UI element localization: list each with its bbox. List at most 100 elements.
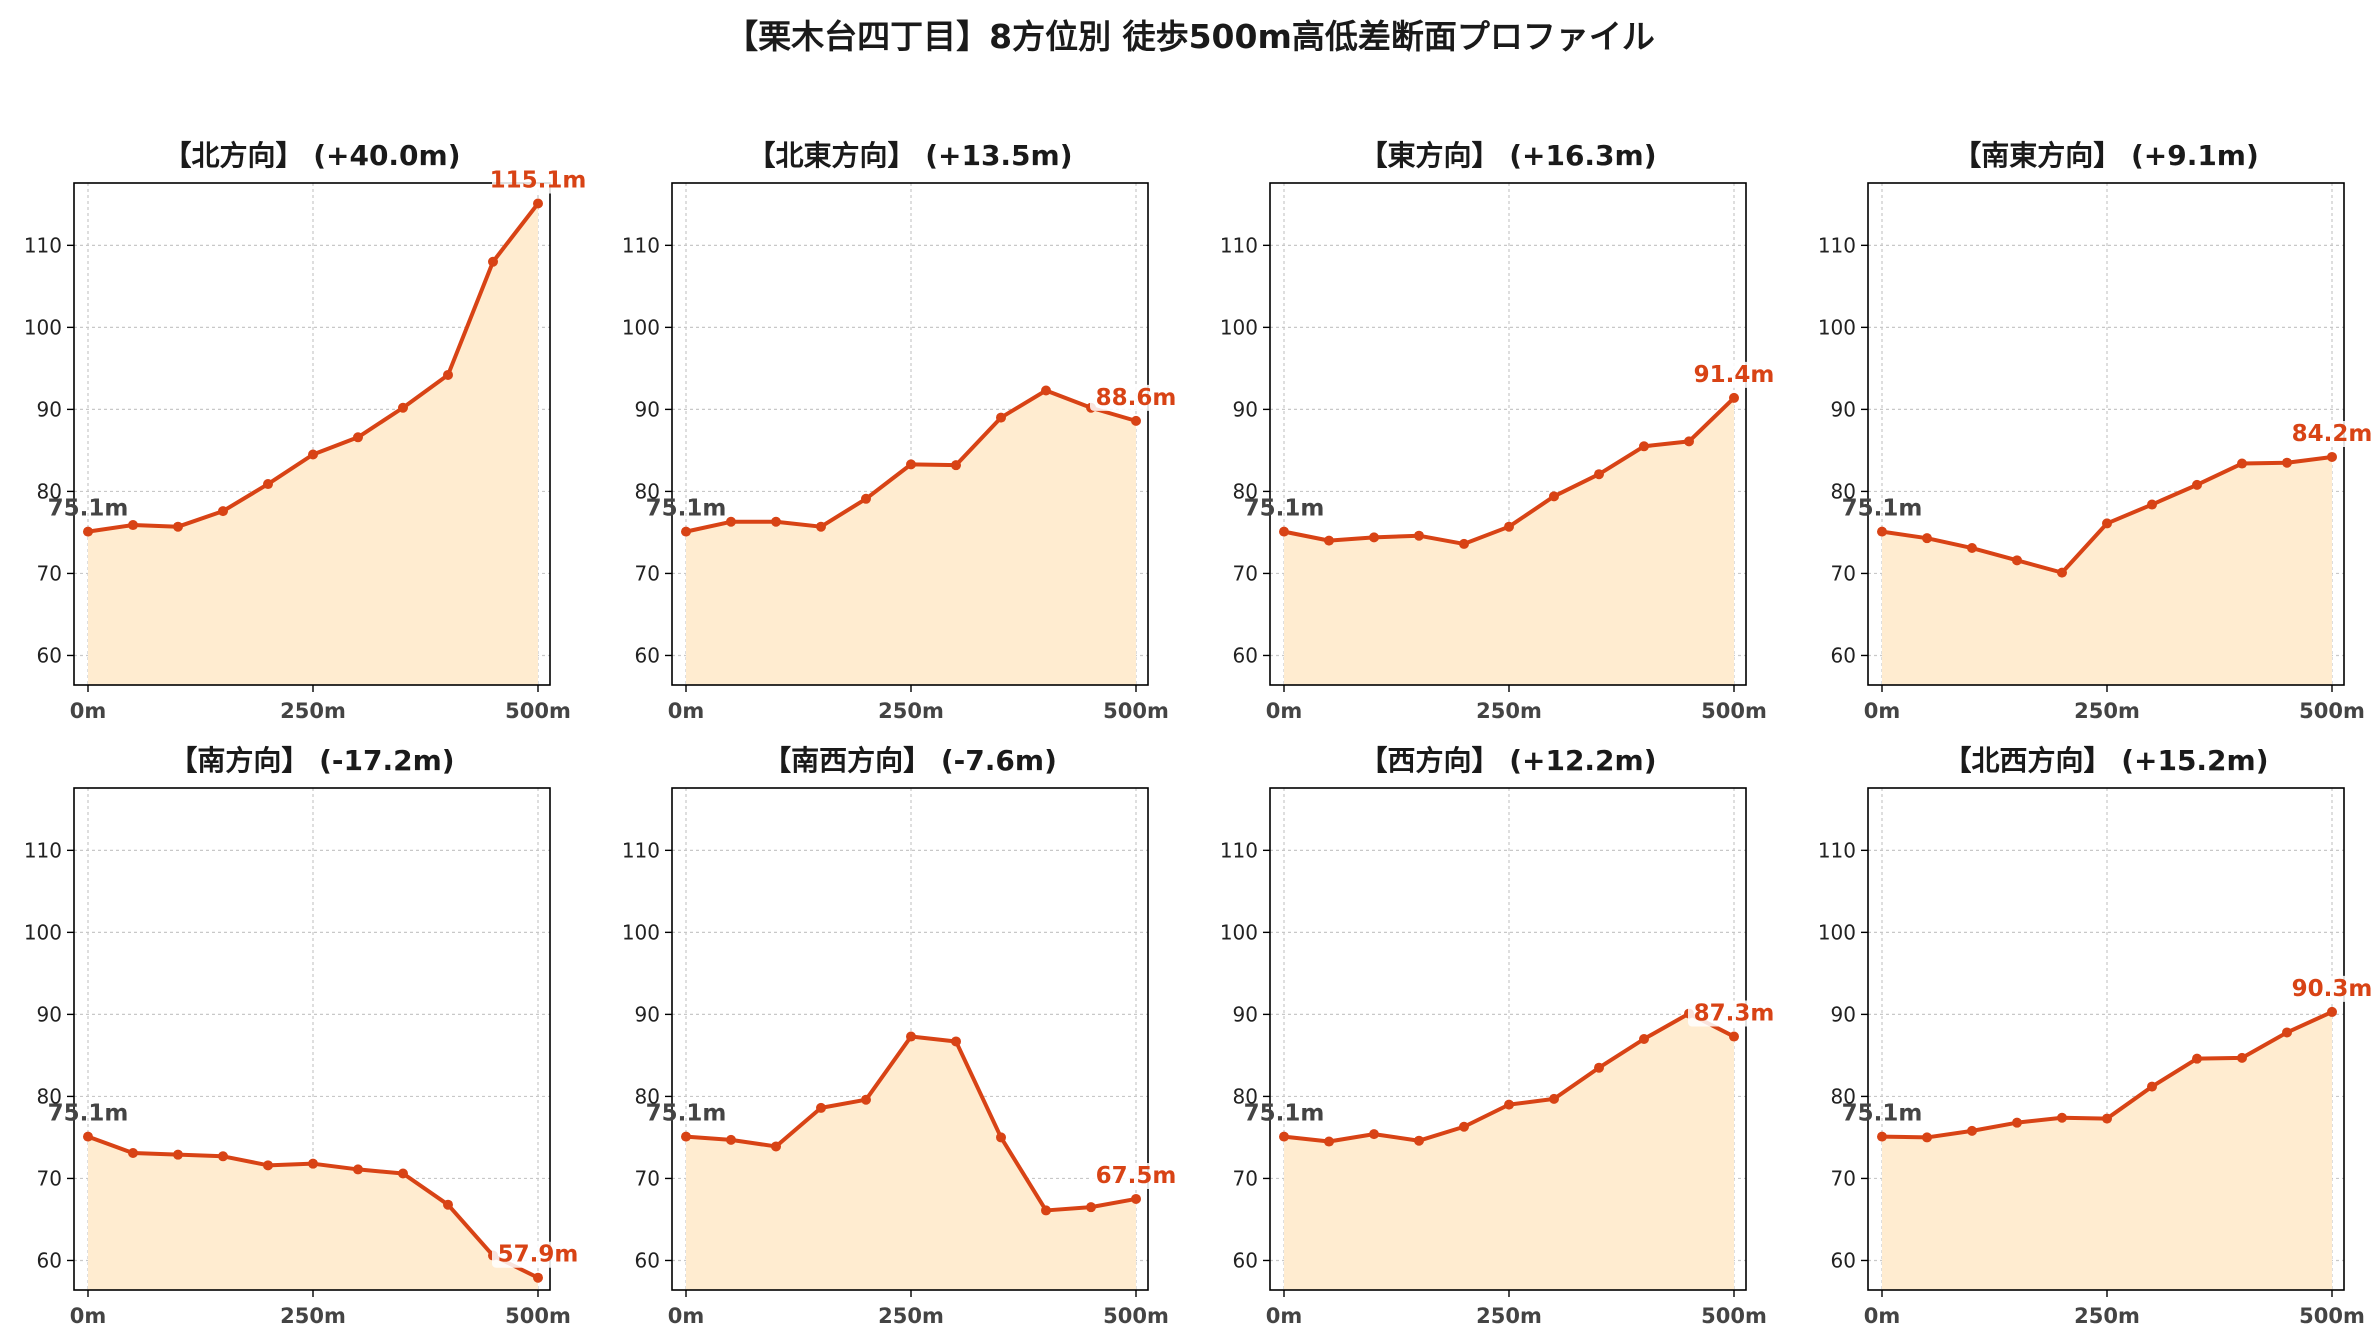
data-point xyxy=(263,479,273,490)
x-tick-label: 500m xyxy=(1103,699,1169,723)
start-value-label: 75.1m xyxy=(1842,496,1923,522)
x-tick-label: 250m xyxy=(280,699,346,723)
data-point xyxy=(1549,491,1559,502)
panel-title: 【南西方向】 (-7.6m) xyxy=(763,744,1057,777)
y-tick-label: 60 xyxy=(1233,643,1258,667)
end-label-background xyxy=(1688,361,1780,388)
panel-title: 【北東方向】 (+13.5m) xyxy=(747,139,1072,172)
y-tick-label: 70 xyxy=(1831,1166,1856,1190)
area-fill xyxy=(686,390,1136,685)
y-tick-label: 80 xyxy=(1233,1084,1258,1108)
data-point xyxy=(1877,1131,1887,1142)
data-point xyxy=(308,449,318,460)
data-point xyxy=(1684,436,1694,447)
data-point xyxy=(2237,1052,2247,1063)
x-tick-label: 250m xyxy=(280,1304,346,1328)
data-point xyxy=(2057,567,2067,578)
data-point xyxy=(1729,392,1739,403)
y-tick-label: 110 xyxy=(622,838,660,862)
data-point xyxy=(951,1036,961,1047)
end-value-label: 87.3m xyxy=(1694,1001,1775,1027)
y-tick-label: 80 xyxy=(635,479,660,503)
y-tick-label: 90 xyxy=(1831,397,1856,421)
panel-5: 60 70 80 90 100 110 0m 250m 500m 【南方向】 (-17.2m) 75… xyxy=(24,744,584,1328)
data-point xyxy=(2102,1113,2112,1124)
data-point xyxy=(398,402,408,413)
y-tick-label: 80 xyxy=(1233,479,1258,503)
data-point xyxy=(951,460,961,471)
data-point xyxy=(2327,451,2337,462)
end-label-background xyxy=(2286,420,2378,447)
panel-2: 60 70 80 90 100 110 0m 250m 500m 【北東方向】 (+13.5m) 7… xyxy=(622,139,1182,723)
data-point xyxy=(128,1148,138,1159)
data-point xyxy=(1369,532,1379,543)
start-value-label: 75.1m xyxy=(1244,496,1325,522)
x-tick-label: 0m xyxy=(70,699,107,723)
data-point xyxy=(1279,526,1289,537)
panel-1: 60 70 80 90 100 110 0m 250m 500m 【北方向】 (+40.0m) 75… xyxy=(24,139,587,723)
end-value-label: 91.4m xyxy=(1694,362,1775,388)
y-tick-label: 90 xyxy=(1233,1002,1258,1026)
start-value-label: 75.1m xyxy=(646,496,727,522)
data-point xyxy=(681,1131,691,1142)
data-point xyxy=(443,369,453,380)
y-tick-label: 70 xyxy=(1233,561,1258,585)
data-point xyxy=(353,432,363,443)
end-label-background xyxy=(492,167,584,194)
panel-title: 【南方向】 (-17.2m) xyxy=(169,744,454,777)
data-point xyxy=(83,526,93,537)
end-label-background xyxy=(492,1241,584,1268)
y-tick-label: 70 xyxy=(635,1166,660,1190)
y-tick-label: 70 xyxy=(1233,1166,1258,1190)
axes-frame xyxy=(671,787,1149,1291)
data-point xyxy=(1967,1125,1977,1136)
end-value-label: 88.6m xyxy=(1096,385,1177,411)
figure-title: 【栗木台四丁目】8方位別 徒歩500m高低差断面プロファイル xyxy=(725,17,1655,56)
y-tick-label: 100 xyxy=(24,315,62,339)
data-point xyxy=(1967,543,1977,554)
data-point xyxy=(1414,530,1424,541)
y-tick-label: 80 xyxy=(635,1084,660,1108)
data-point xyxy=(1549,1093,1559,1104)
x-tick-label: 0m xyxy=(1266,1304,1303,1328)
x-tick-label: 500m xyxy=(1701,699,1767,723)
panel-title: 【東方向】 (+16.3m) xyxy=(1359,139,1656,172)
data-point xyxy=(2102,518,2112,529)
y-tick-label: 60 xyxy=(37,643,62,667)
x-tick-label: 500m xyxy=(1701,1304,1767,1328)
data-point xyxy=(1041,1205,1051,1216)
start-value-label: 75.1m xyxy=(646,1101,727,1127)
data-point xyxy=(816,521,826,532)
x-tick-label: 500m xyxy=(2299,1304,2365,1328)
end-value-label: 115.1m xyxy=(490,168,587,194)
data-point xyxy=(353,1164,363,1175)
data-point xyxy=(1414,1135,1424,1146)
y-tick-label: 110 xyxy=(1818,838,1856,862)
data-point xyxy=(2192,479,2202,490)
panel-title: 【南東方向】 (+9.1m) xyxy=(1953,139,2259,172)
data-point xyxy=(1922,1132,1932,1143)
x-tick-label: 250m xyxy=(2074,699,2140,723)
data-point xyxy=(2327,1006,2337,1017)
y-tick-label: 100 xyxy=(1220,920,1258,944)
axes-frame xyxy=(1269,182,1747,686)
panel-6: 60 70 80 90 100 110 0m 250m 500m 【南西方向】 (-7.6m) 75… xyxy=(622,744,1182,1328)
area-fill xyxy=(1882,1011,2332,1290)
y-tick-label: 90 xyxy=(635,397,660,421)
data-point xyxy=(1041,385,1051,396)
data-point xyxy=(1459,538,1469,549)
data-point xyxy=(308,1158,318,1169)
data-point xyxy=(1086,1202,1096,1213)
data-point xyxy=(2147,1081,2157,1092)
x-tick-label: 0m xyxy=(668,699,705,723)
panel-8: 60 70 80 90 100 110 0m 250m 500m 【北西方向】 (+15.2m) 7… xyxy=(1818,744,2378,1328)
end-label-background xyxy=(2286,975,2378,1002)
data-point xyxy=(488,256,498,267)
data-point xyxy=(2237,458,2247,469)
end-value-label: 84.2m xyxy=(2292,421,2373,447)
data-point xyxy=(533,198,543,209)
x-tick-label: 0m xyxy=(668,1304,705,1328)
y-tick-label: 60 xyxy=(1233,1248,1258,1272)
y-tick-label: 70 xyxy=(635,561,660,585)
